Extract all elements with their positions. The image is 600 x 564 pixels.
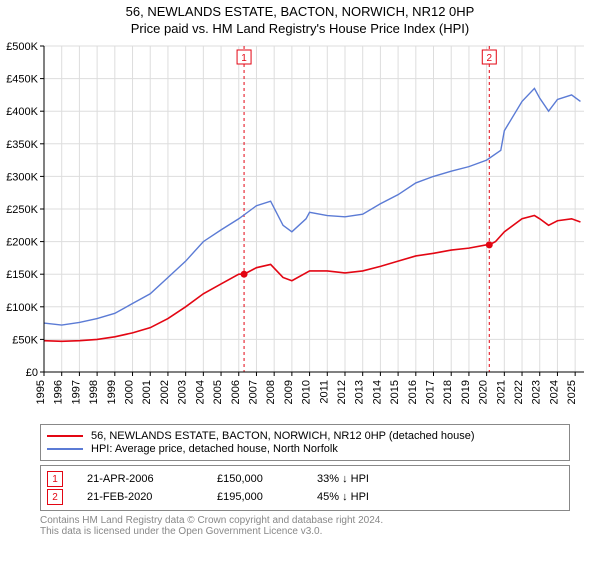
svg-text:1999: 1999 [106, 380, 118, 404]
svg-text:2005: 2005 [212, 380, 224, 404]
svg-text:2003: 2003 [177, 380, 189, 404]
svg-text:2012: 2012 [336, 380, 348, 404]
legend-swatch [47, 448, 83, 450]
svg-text:£500K: £500K [6, 41, 38, 53]
svg-text:£250K: £250K [6, 204, 38, 216]
legend-item: 56, NEWLANDS ESTATE, BACTON, NORWICH, NR… [47, 430, 563, 442]
transaction-price: £195,000 [217, 491, 317, 503]
svg-text:2025: 2025 [566, 380, 578, 404]
legend-label: HPI: Average price, detached house, Nort… [91, 443, 338, 455]
price-chart: £0 £50K £100K £150K £200K £250K £300K £350K £400… [0, 38, 600, 418]
transaction-date: 21-FEB-2020 [87, 491, 217, 503]
svg-text:£150K: £150K [6, 269, 38, 281]
transaction-delta: 45% ↓ HPI [317, 491, 369, 503]
svg-text:2000: 2000 [124, 380, 136, 404]
svg-text:2010: 2010 [301, 380, 313, 404]
transaction-date: 21-APR-2006 [87, 473, 217, 485]
transaction-price: £150,000 [217, 473, 317, 485]
footer-line-1: Contains HM Land Registry data © Crown c… [40, 515, 570, 526]
svg-text:2018: 2018 [442, 380, 454, 404]
svg-text:£300K: £300K [6, 171, 38, 183]
svg-text:2001: 2001 [141, 380, 153, 404]
transaction-marker: 2 [47, 489, 63, 505]
svg-text:2020: 2020 [478, 380, 490, 404]
legend-label: 56, NEWLANDS ESTATE, BACTON, NORWICH, NR… [91, 430, 475, 442]
page-subtitle: Price paid vs. HM Land Registry's House … [0, 21, 600, 36]
svg-text:2024: 2024 [548, 380, 560, 404]
svg-text:1: 1 [241, 53, 247, 64]
transaction-row: 2 21-FEB-2020£195,00045% ↓ HPI [47, 489, 563, 505]
svg-text:1995: 1995 [35, 380, 47, 404]
svg-text:2009: 2009 [283, 380, 295, 404]
footer-line-2: This data is licensed under the Open Gov… [40, 526, 570, 537]
svg-text:£350K: £350K [6, 139, 38, 151]
svg-text:1998: 1998 [88, 380, 100, 404]
svg-text:2002: 2002 [159, 380, 171, 404]
svg-text:2014: 2014 [371, 380, 383, 404]
svg-text:2004: 2004 [194, 380, 206, 404]
svg-text:2006: 2006 [230, 380, 242, 404]
svg-text:2021: 2021 [495, 380, 507, 404]
svg-text:2011: 2011 [318, 380, 330, 404]
legend-swatch [47, 435, 83, 437]
svg-text:2016: 2016 [407, 380, 419, 404]
svg-text:£50K: £50K [12, 334, 38, 346]
svg-text:1997: 1997 [70, 380, 82, 404]
transaction-row: 1 21-APR-2006£150,00033% ↓ HPI [47, 471, 563, 487]
svg-text:£200K: £200K [6, 237, 38, 249]
transactions-table: 1 21-APR-2006£150,00033% ↓ HPI 2 21-FEB-202… [40, 465, 570, 511]
svg-text:£450K: £450K [6, 74, 38, 86]
svg-text:2017: 2017 [425, 380, 437, 404]
svg-text:£0: £0 [26, 367, 38, 379]
svg-text:1996: 1996 [53, 380, 65, 404]
svg-text:£400K: £400K [6, 106, 38, 118]
transaction-delta: 33% ↓ HPI [317, 473, 369, 485]
svg-text:2013: 2013 [354, 380, 366, 404]
footer-attribution: Contains HM Land Registry data © Crown c… [40, 515, 570, 537]
legend: 56, NEWLANDS ESTATE, BACTON, NORWICH, NR… [40, 424, 570, 461]
svg-text:2023: 2023 [531, 380, 543, 404]
svg-text:2022: 2022 [513, 380, 525, 404]
transaction-marker: 1 [47, 471, 63, 487]
svg-text:£100K: £100K [6, 302, 38, 314]
page-title: 56, NEWLANDS ESTATE, BACTON, NORWICH, NR… [0, 4, 600, 19]
svg-text:2015: 2015 [389, 380, 401, 404]
svg-text:2007: 2007 [247, 380, 259, 404]
svg-text:2: 2 [486, 53, 492, 64]
svg-text:2019: 2019 [460, 380, 472, 404]
svg-text:2008: 2008 [265, 380, 277, 404]
legend-item: HPI: Average price, detached house, Nort… [47, 443, 563, 455]
